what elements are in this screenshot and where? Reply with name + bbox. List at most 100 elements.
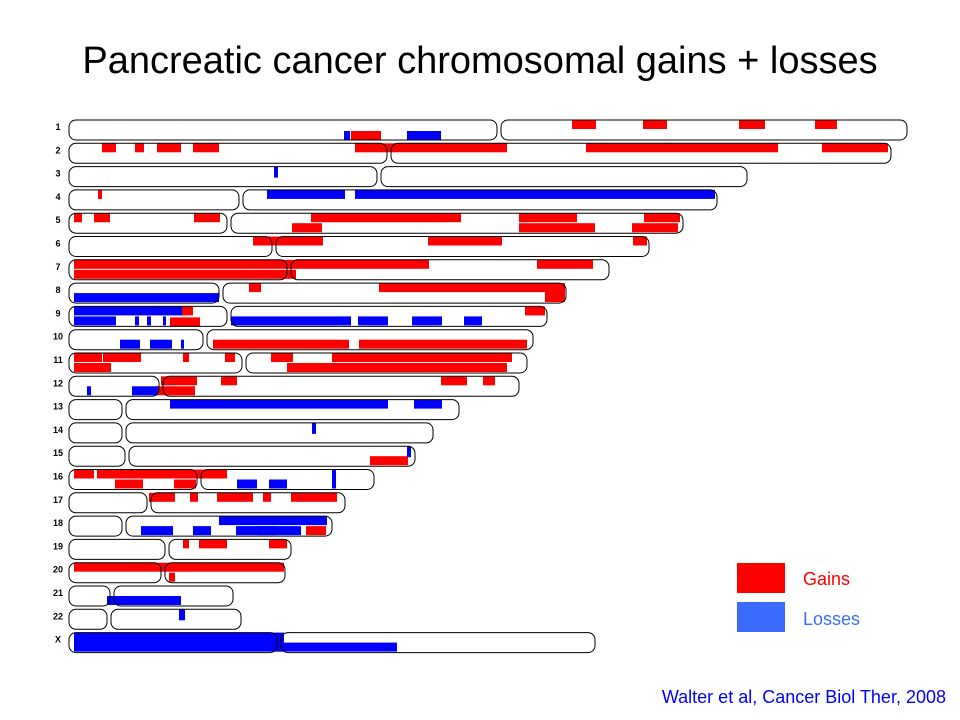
loss-segment (147, 316, 151, 326)
loss-segment (407, 131, 441, 140)
loss-segment (74, 642, 397, 652)
gain-segment (170, 317, 200, 327)
chromosome-q-arm (200, 469, 375, 490)
chromosome-label-1: 1 (55, 122, 60, 132)
loss-segment (179, 609, 185, 621)
chromosome-label-21: 21 (53, 588, 63, 598)
loss-segment (274, 166, 278, 178)
loss-segment (414, 399, 442, 409)
loss-segment (464, 316, 482, 326)
loss-segment (150, 339, 172, 349)
chromosome-p-arm (68, 399, 123, 421)
gain-segment (190, 492, 198, 502)
chromosome-p-arm (68, 422, 123, 444)
gain-segment (74, 213, 82, 223)
loss-segment (312, 422, 316, 434)
chromosome-p-arm (68, 492, 148, 514)
chromosome-q-arm (500, 119, 908, 141)
chromosome-q-arm (390, 142, 892, 164)
loss-segment (181, 339, 184, 349)
gain-segment (572, 120, 596, 129)
chromosome-label-3: 3 (55, 169, 60, 179)
gain-segment (74, 353, 102, 362)
loss-segment (74, 293, 219, 303)
chromosome-q-arm (230, 212, 684, 234)
gain-segment (633, 236, 647, 246)
chromosome-q-arm (245, 352, 528, 374)
loss-segment (257, 526, 301, 536)
loss-segment (407, 446, 411, 458)
gain-segment (161, 376, 197, 386)
loss-segment (219, 516, 327, 526)
gain-segment (135, 143, 144, 153)
chromosome-label-15: 15 (53, 448, 63, 458)
gain-segment (287, 363, 507, 372)
loss-segment (231, 316, 351, 326)
loss-segment (193, 526, 211, 536)
loss-segment (163, 316, 166, 326)
losses-label: Losses (803, 609, 861, 629)
chromosome-label-9: 9 (55, 308, 60, 318)
chromosome-p-arm (68, 445, 126, 467)
loss-segment (237, 479, 257, 489)
gain-segment (115, 479, 143, 489)
gain-segment (332, 353, 512, 362)
chromosome-q-arm (164, 562, 286, 584)
chromosome-label-10: 10 (53, 332, 63, 342)
chromosome-p-arm (68, 189, 240, 211)
chromosome-p-arm (68, 212, 228, 234)
gain-segment (183, 539, 189, 549)
chromosome-p-arm (68, 236, 273, 257)
loss-segment (412, 316, 442, 326)
gain-segment (94, 213, 110, 223)
gain-segment (213, 339, 349, 349)
gain-segment (537, 259, 593, 269)
chromosome-label-13: 13 (53, 402, 63, 412)
chromosome-p-arm (68, 632, 278, 654)
loss-segment (269, 479, 287, 489)
gain-segment (306, 526, 326, 536)
gain-segment (149, 492, 175, 502)
chromosome-label-2: 2 (55, 145, 60, 155)
chromosome-p-arm (68, 142, 388, 164)
loss-segment (87, 386, 91, 396)
gain-segment (370, 456, 408, 466)
chromosome-q-arm (242, 189, 718, 211)
gain-segment (483, 376, 495, 386)
gain-segment (739, 120, 765, 129)
chromosome-q-arm (125, 399, 460, 421)
gain-segment (102, 143, 116, 153)
gain-segment (644, 213, 680, 223)
loss-segment (74, 306, 182, 316)
chromosome-p-arm (68, 585, 111, 607)
chromosome-p-arm (68, 282, 220, 304)
chromosome-q-arm (168, 538, 292, 560)
gain-segment (74, 363, 111, 372)
chromosome-label-19: 19 (53, 541, 63, 551)
gain-segment (217, 492, 253, 502)
gain-segment (98, 189, 102, 199)
gains-label: Gains (803, 569, 851, 589)
gain-segment (155, 386, 195, 396)
gain-segment (179, 306, 193, 316)
gain-segment (311, 213, 461, 223)
gain-segment (632, 223, 678, 233)
chromosome-p-arm (68, 562, 162, 584)
chromosome-label-4: 4 (55, 192, 60, 202)
chromosome-label-X: X (55, 635, 61, 645)
gain-segment (74, 562, 284, 572)
chromosome-label-8: 8 (55, 285, 60, 295)
gain-segment (169, 572, 175, 582)
gain-segment (291, 492, 337, 502)
gain-segment (103, 353, 141, 362)
loss-segment (332, 469, 336, 489)
chromosome-p-arm (68, 329, 204, 351)
gain-segment (269, 539, 287, 549)
gain-segment (643, 120, 667, 129)
gain-segment (545, 283, 565, 303)
chromosome-q-arm (380, 166, 748, 188)
chromosome-label-20: 20 (53, 565, 63, 575)
gain-segment (97, 469, 227, 479)
loss-segment (132, 386, 158, 396)
chromosome-label-5: 5 (55, 215, 60, 225)
